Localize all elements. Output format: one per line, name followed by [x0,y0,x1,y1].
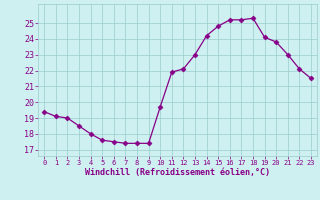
X-axis label: Windchill (Refroidissement éolien,°C): Windchill (Refroidissement éolien,°C) [85,168,270,177]
